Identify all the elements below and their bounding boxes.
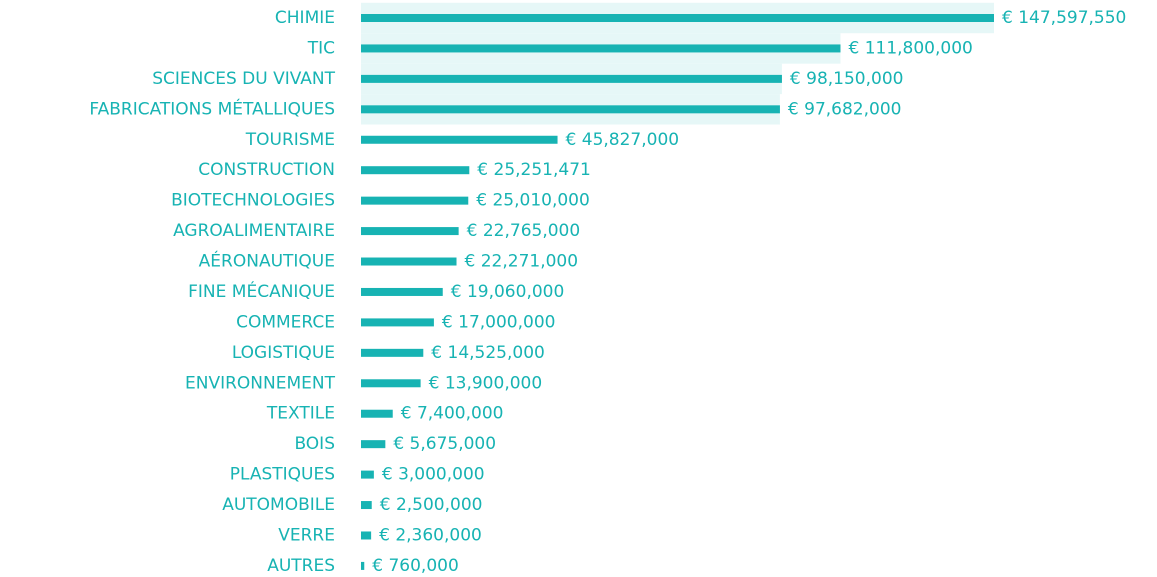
category-label: SCIENCES DU VIVANT	[152, 69, 335, 89]
bar	[361, 257, 457, 266]
bar	[361, 44, 841, 53]
category-label: TIC	[307, 38, 335, 58]
value-label: € 3,000,000	[382, 465, 485, 485]
value-label: € 760,000	[372, 556, 459, 576]
category-label: AGROALIMENTAIRE	[173, 221, 335, 241]
bar	[361, 470, 374, 479]
value-label: € 22,765,000	[467, 221, 581, 241]
category-label: TEXTILE	[266, 404, 335, 424]
bar	[361, 501, 372, 510]
value-label: € 17,000,000	[442, 312, 556, 332]
bar	[361, 105, 780, 114]
value-label: € 13,900,000	[429, 373, 543, 393]
value-label: € 5,675,000	[393, 434, 496, 454]
bar	[361, 135, 558, 144]
category-label: AUTOMOBILE	[222, 495, 335, 515]
category-label: CONSTRUCTION	[198, 160, 335, 180]
value-label: € 7,400,000	[401, 404, 504, 424]
value-label: € 14,525,000	[431, 343, 545, 363]
value-label: € 25,010,000	[476, 191, 590, 211]
bar	[361, 14, 994, 22]
value-label: € 2,500,000	[380, 495, 483, 515]
bar	[361, 227, 459, 236]
category-label: BOIS	[294, 434, 335, 454]
value-label: € 98,150,000	[790, 69, 904, 89]
category-label: AÉRONAUTIQUE	[199, 250, 335, 272]
category-label: CHIMIE	[275, 8, 335, 28]
value-label: € 45,827,000	[566, 130, 680, 150]
bar	[361, 74, 782, 83]
category-label: VERRE	[278, 525, 335, 545]
bar	[361, 379, 421, 388]
category-label: BIOTECHNOLOGIES	[171, 191, 335, 211]
value-label: € 111,800,000	[848, 38, 972, 58]
bar	[361, 196, 469, 205]
bar	[361, 561, 365, 570]
category-label: ENVIRONNEMENT	[185, 373, 336, 393]
value-label: € 22,271,000	[465, 252, 579, 272]
bar	[361, 287, 443, 296]
category-label: AUTRES	[267, 556, 335, 576]
value-label: € 97,682,000	[788, 99, 902, 119]
bar	[361, 531, 372, 540]
bar	[361, 409, 393, 418]
category-label: PLASTIQUES	[230, 465, 335, 485]
bar	[361, 318, 434, 327]
value-label: € 25,251,471	[477, 160, 591, 180]
value-label: € 2,360,000	[379, 525, 482, 545]
category-label: TOURISME	[245, 130, 335, 150]
bar	[361, 440, 386, 449]
bar	[361, 348, 424, 357]
category-label: COMMERCE	[236, 312, 335, 332]
category-label: LOGISTIQUE	[232, 343, 335, 363]
bar	[361, 166, 470, 175]
value-label: € 19,060,000	[451, 282, 565, 302]
category-label: FABRICATIONS MÉTALLIQUES	[89, 97, 335, 119]
category-label: FINE MÉCANIQUE	[188, 280, 335, 302]
value-label: € 147,597,550	[1002, 8, 1126, 28]
